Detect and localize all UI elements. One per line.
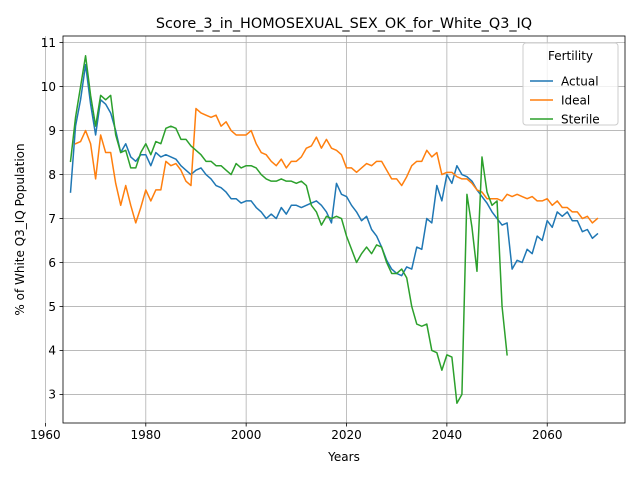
legend-label-actual: Actual bbox=[561, 74, 599, 88]
x-tick-label: 2060 bbox=[532, 428, 563, 442]
x-tick-label: 2000 bbox=[231, 428, 262, 442]
x-axis-label: Years bbox=[327, 450, 360, 464]
y-axis-ticks: 3 4 5 6 7 8 9 10 11 bbox=[41, 36, 63, 402]
series-line-actual bbox=[69, 63, 599, 277]
plot-area-frame bbox=[62, 35, 626, 424]
legend-label-sterile: Sterile bbox=[561, 112, 600, 126]
legend: Fertility Actual Ideal Sterile bbox=[522, 42, 619, 126]
x-axis-ticks: 1960 1980 2000 2020 2040 2060 bbox=[30, 423, 562, 442]
y-tick-label: 8 bbox=[48, 168, 56, 182]
x-tick-label: 1980 bbox=[131, 428, 162, 442]
x-tick-label: 1960 bbox=[30, 428, 61, 442]
y-tick-label: 7 bbox=[48, 212, 56, 226]
y-tick-label: 11 bbox=[41, 36, 56, 50]
y-tick-label: 6 bbox=[48, 256, 56, 270]
y-axis-label: % of White Q3_IQ Population bbox=[13, 143, 27, 315]
legend-box bbox=[522, 42, 619, 126]
x-tick-label: 2040 bbox=[432, 428, 463, 442]
y-tick-label: 10 bbox=[41, 80, 56, 94]
chart-title: Score_3_in_HOMOSEXUAL_SEX_OK_for_White_Q… bbox=[156, 16, 532, 32]
series-line-sterile bbox=[69, 55, 508, 404]
legend-label-ideal: Ideal bbox=[561, 93, 590, 107]
grid-lines bbox=[45, 36, 625, 423]
y-tick-label: 9 bbox=[48, 124, 56, 138]
series-line-ideal bbox=[74, 107, 599, 224]
y-tick-label: 5 bbox=[48, 300, 56, 314]
series-lines bbox=[69, 55, 599, 404]
x-tick-label: 2020 bbox=[331, 428, 362, 442]
y-tick-label: 3 bbox=[48, 388, 56, 402]
legend-title: Fertility bbox=[548, 49, 593, 63]
y-tick-label: 4 bbox=[48, 344, 56, 358]
